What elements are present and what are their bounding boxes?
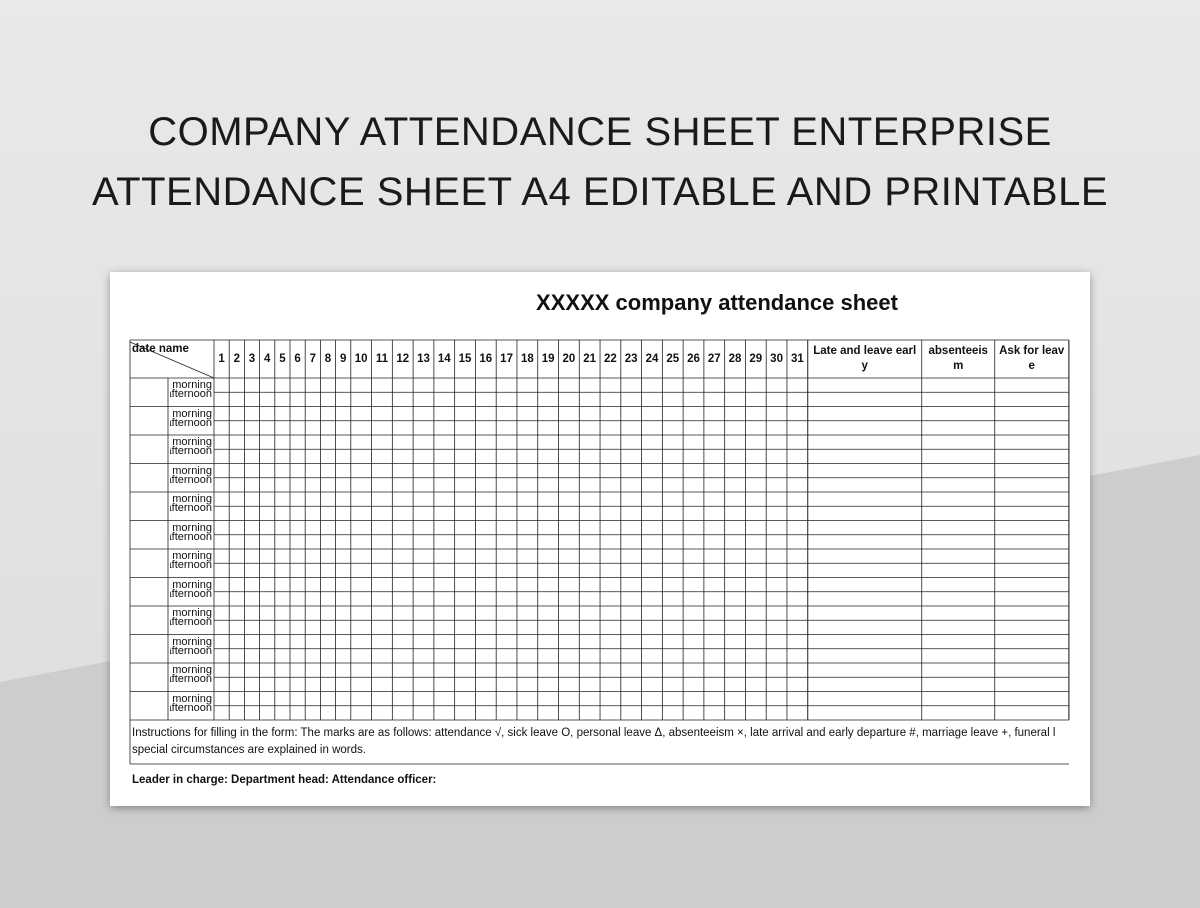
day-header: 6 — [294, 353, 301, 365]
row-label: morning — [172, 578, 212, 591]
row-label: afternoon — [170, 645, 212, 657]
day-header: 13 — [417, 353, 430, 365]
day-header: 10 — [354, 353, 368, 365]
day-header: 26 — [687, 353, 700, 365]
day-header: 2 — [233, 353, 240, 365]
day-header: 20 — [562, 353, 576, 365]
row-label: morning — [172, 692, 212, 705]
row-label: afternoon — [170, 417, 212, 429]
day-header: 14 — [437, 353, 451, 365]
row-label: morning — [172, 464, 212, 477]
row-label: afternoon — [170, 474, 212, 486]
day-header: 15 — [458, 353, 472, 365]
instructions: special circumstances are explained in w… — [132, 744, 366, 756]
day-header: 29 — [749, 353, 763, 365]
day-header: 24 — [645, 353, 659, 365]
day-header: 8 — [324, 353, 332, 365]
grid-line — [129, 341, 215, 379]
day-header: 19 — [541, 353, 555, 365]
row-label: morning — [172, 379, 212, 391]
day-header: 21 — [583, 353, 597, 365]
day-header: 3 — [248, 353, 256, 365]
row-label: afternoon — [170, 560, 212, 571]
day-header: 5 — [279, 353, 286, 365]
day-header: 25 — [666, 353, 680, 365]
row-label: afternoon — [170, 702, 212, 714]
row-label: morning — [172, 607, 212, 619]
day-header: 9 — [339, 353, 347, 365]
row-label: morning — [172, 407, 212, 420]
day-header: 1 — [218, 353, 225, 365]
row-label: afternoon — [170, 503, 212, 514]
sheet-title: XXXXX company attendance sheet — [536, 290, 898, 315]
row-label: afternoon — [170, 446, 212, 457]
day-header: 11 — [375, 353, 389, 365]
row-label: morning — [172, 436, 212, 448]
row-label: afternoon — [170, 674, 212, 685]
page-title: ATTENDANCE SHEET A4 EDITABLE AND PRINTAB… — [91, 170, 1109, 214]
column-header: Ask for leave — [999, 345, 1065, 372]
page-title: COMPANY ATTENDANCE SHEET ENTERPRISE — [148, 110, 1052, 154]
instructions: Instructions for filling in the form: Th… — [132, 727, 1056, 739]
row-label: afternoon — [170, 531, 212, 543]
row-label: morning — [172, 521, 212, 534]
day-header: 18 — [520, 353, 534, 365]
day-header: 30 — [770, 353, 783, 365]
table-grid — [129, 339, 1070, 765]
day-header: 28 — [728, 353, 742, 365]
row-label: morning — [172, 550, 212, 562]
day-header: 31 — [790, 353, 804, 365]
row-label: morning — [172, 493, 212, 505]
day-header: 16 — [479, 353, 493, 365]
day-header: 22 — [604, 353, 617, 365]
day-header: 12 — [396, 353, 410, 365]
footer: Leader in charge: Department head: Atten… — [132, 774, 437, 786]
day-header: 27 — [707, 353, 721, 365]
row-label: afternoon — [170, 588, 212, 600]
row-label: morning — [172, 664, 212, 676]
day-header: 4 — [263, 353, 271, 365]
corner-header: date name — [132, 343, 189, 355]
row-label: afternoon — [170, 617, 212, 628]
row-label: morning — [172, 635, 212, 648]
column-header: Late and leave early — [813, 345, 917, 372]
day-header: 23 — [624, 353, 638, 365]
day-header: 17 — [500, 353, 513, 365]
column-header: absenteeism — [928, 345, 988, 372]
row-label: afternoon — [170, 389, 212, 400]
day-header: 7 — [309, 353, 316, 365]
